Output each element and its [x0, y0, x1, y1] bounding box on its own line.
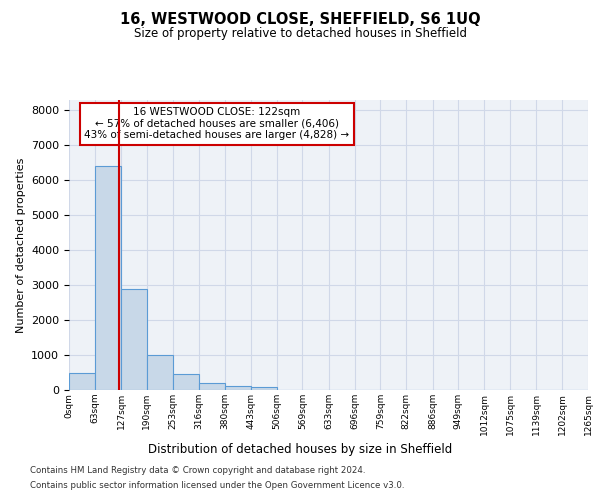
- Bar: [147, 355, 173, 390]
- Bar: [199, 383, 225, 390]
- Text: 16, WESTWOOD CLOSE, SHEFFIELD, S6 1UQ: 16, WESTWOOD CLOSE, SHEFFIELD, S6 1UQ: [119, 12, 481, 28]
- Text: Distribution of detached houses by size in Sheffield: Distribution of detached houses by size …: [148, 442, 452, 456]
- Bar: [225, 386, 251, 390]
- Bar: [251, 387, 277, 390]
- Text: Contains public sector information licensed under the Open Government Licence v3: Contains public sector information licen…: [30, 481, 404, 490]
- Bar: [69, 372, 95, 390]
- Bar: [173, 374, 199, 390]
- Y-axis label: Number of detached properties: Number of detached properties: [16, 158, 26, 332]
- Bar: [121, 288, 147, 390]
- Text: Size of property relative to detached houses in Sheffield: Size of property relative to detached ho…: [133, 28, 467, 40]
- Text: Contains HM Land Registry data © Crown copyright and database right 2024.: Contains HM Land Registry data © Crown c…: [30, 466, 365, 475]
- Bar: [95, 166, 121, 390]
- Text: 16 WESTWOOD CLOSE: 122sqm
← 57% of detached houses are smaller (6,406)
43% of se: 16 WESTWOOD CLOSE: 122sqm ← 57% of detac…: [85, 108, 349, 140]
